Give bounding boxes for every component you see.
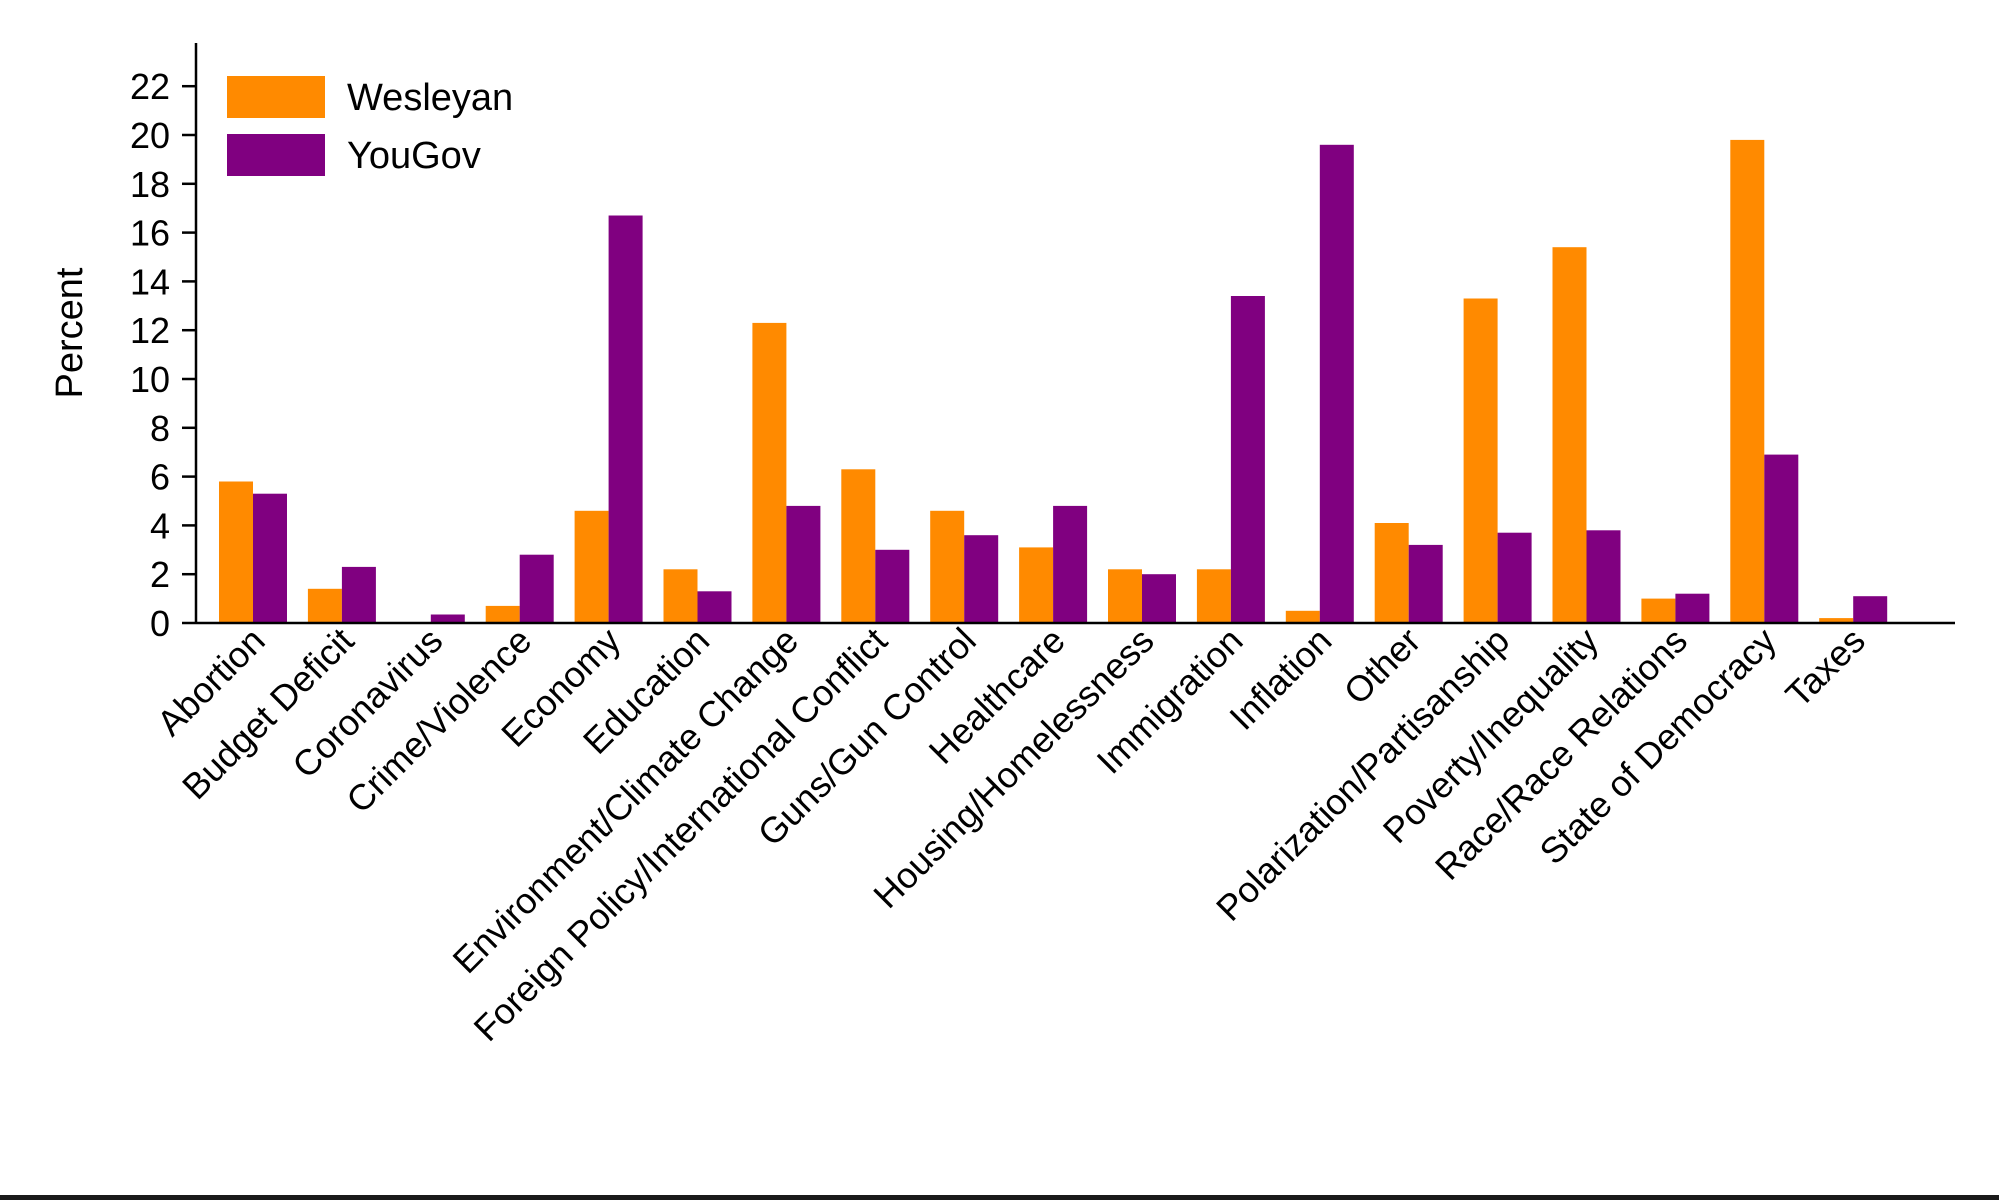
bar-yougov	[697, 591, 732, 623]
bar-wesleyan	[219, 481, 253, 623]
bar-yougov	[1142, 574, 1176, 623]
y-tick-label: 10	[130, 359, 170, 400]
bar-wesleyan	[1374, 523, 1409, 623]
bar-yougov	[1230, 296, 1265, 623]
bar-wesleyan	[752, 322, 787, 623]
bar-wesleyan	[574, 510, 609, 623]
y-tick-label: 20	[130, 115, 170, 156]
y-tick-label: 0	[150, 603, 170, 644]
bar-yougov	[430, 614, 465, 623]
y-tick-label: 12	[130, 310, 170, 351]
bar-wesleyan	[1108, 569, 1142, 623]
bar-yougov	[1586, 530, 1621, 623]
bar-wesleyan	[307, 588, 342, 623]
bar-yougov	[1053, 505, 1088, 623]
bar-yougov	[608, 215, 643, 623]
bar-wesleyan	[1019, 547, 1054, 623]
y-tick-label: 16	[130, 213, 170, 254]
x-tick-label: Taxes	[1777, 620, 1872, 715]
bottom-divider	[0, 1195, 1999, 1200]
y-tick-label: 6	[150, 457, 170, 498]
bar-yougov	[253, 493, 287, 623]
y-axis-ticks: 0 2 4 6 8 10 12 14 16 18 20 22	[130, 66, 196, 644]
bar-wesleyan	[1730, 139, 1765, 623]
bar-wesleyan	[930, 510, 965, 623]
y-tick-label: 22	[130, 66, 170, 107]
bar-wesleyan	[1641, 598, 1676, 623]
legend-swatch-yougov	[227, 134, 325, 176]
bar-yougov	[1319, 144, 1354, 624]
bar-yougov	[1675, 593, 1710, 623]
bar-wesleyan	[663, 569, 698, 623]
bar-wesleyan	[485, 605, 520, 623]
bar-wesleyan	[1285, 610, 1320, 623]
y-axis-label: Percent	[49, 267, 91, 398]
bar-yougov	[964, 535, 999, 623]
y-tick-label: 2	[150, 554, 170, 595]
bar-yougov	[1497, 532, 1532, 623]
bar-yougov	[341, 566, 376, 623]
legend-label-yougov: YouGov	[347, 135, 481, 177]
bar-yougov	[1764, 454, 1799, 623]
legend-swatch-wesleyan	[227, 76, 325, 118]
bar-wesleyan	[1463, 298, 1498, 623]
bar-wesleyan	[841, 469, 876, 623]
bar-yougov	[1853, 596, 1888, 623]
y-tick-label: 14	[130, 261, 170, 302]
bar-yougov	[875, 549, 910, 623]
bar-yougov	[519, 554, 554, 623]
bar-yougov	[786, 505, 821, 623]
bar-wesleyan	[1819, 618, 1854, 623]
y-tick-label: 4	[150, 505, 170, 546]
legend: Wesleyan YouGov	[227, 76, 513, 177]
bars-group	[219, 139, 1888, 624]
bar-wesleyan	[1552, 247, 1587, 623]
y-tick-label: 8	[150, 408, 170, 449]
bar-wesleyan	[1196, 569, 1231, 623]
y-tick-label: 18	[130, 164, 170, 205]
legend-label-wesleyan: Wesleyan	[347, 77, 513, 119]
bar-yougov	[1408, 544, 1443, 623]
